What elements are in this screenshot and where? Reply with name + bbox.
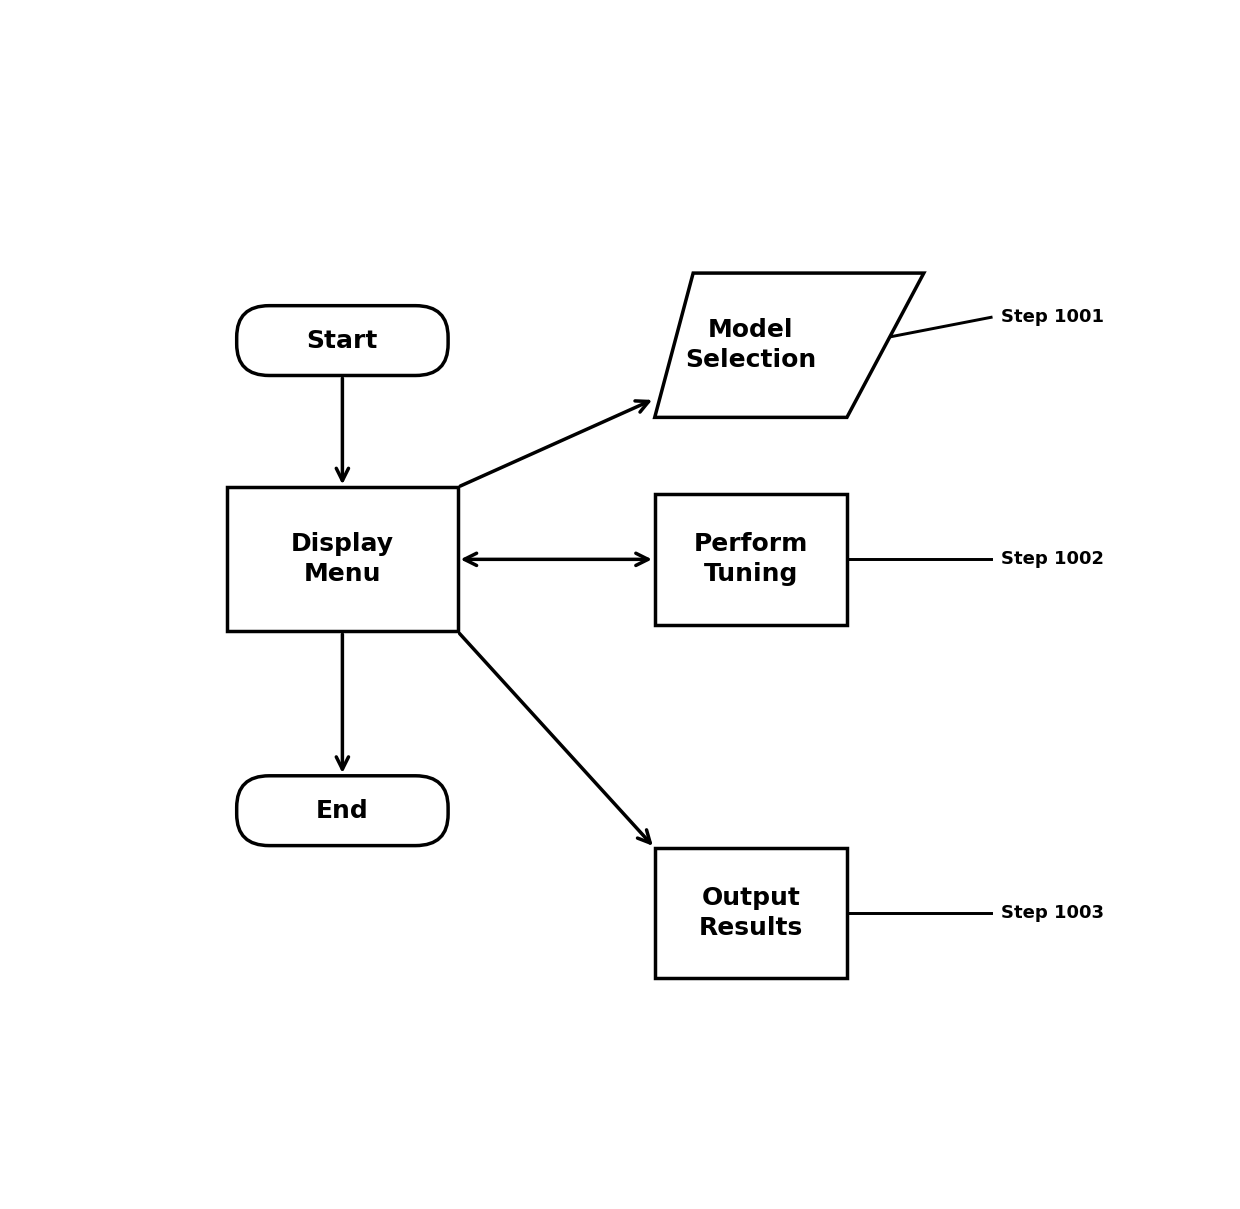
Text: Output
Results: Output Results	[698, 886, 804, 939]
Text: Step 1002: Step 1002	[1001, 550, 1104, 568]
Text: Display
Menu: Display Menu	[291, 532, 394, 586]
Bar	[655, 494, 847, 625]
Text: End: End	[316, 799, 368, 822]
Text: Step 1003: Step 1003	[1001, 904, 1104, 922]
Polygon shape	[655, 273, 924, 417]
Text: Step 1001: Step 1001	[1001, 308, 1104, 326]
Bar	[655, 848, 847, 978]
Bar	[227, 487, 458, 631]
Text: Perform
Tuning: Perform Tuning	[693, 532, 808, 586]
FancyBboxPatch shape	[237, 306, 448, 376]
Text: Start: Start	[306, 329, 378, 353]
Text: Model
Selection: Model Selection	[686, 318, 816, 372]
FancyBboxPatch shape	[237, 776, 448, 845]
